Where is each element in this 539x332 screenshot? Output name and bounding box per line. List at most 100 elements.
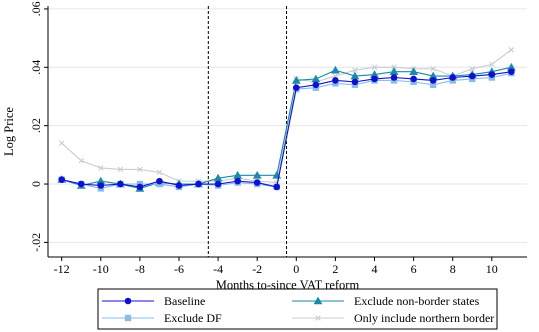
data-point	[136, 183, 144, 191]
x-tick-label: 2	[332, 262, 338, 276]
y-axis-label: Log Price	[2, 107, 16, 156]
data-point	[175, 182, 183, 189]
data-point	[156, 169, 163, 176]
data-point	[409, 67, 419, 75]
data-point	[350, 71, 360, 80]
series-line	[61, 49, 512, 184]
x-tick-label: -4	[213, 262, 223, 276]
data-point	[312, 81, 320, 89]
data-point	[213, 173, 223, 182]
data-point	[311, 74, 321, 83]
x-tick-label: 4	[372, 262, 378, 276]
data-point	[331, 65, 340, 74]
data-point	[468, 72, 476, 80]
data-point	[124, 314, 132, 322]
data-point	[508, 68, 515, 75]
legend: Baseline Exclude non-border states Exclude…	[97, 288, 498, 330]
data-point	[313, 296, 323, 305]
series-line	[61, 66, 512, 189]
data-point	[124, 297, 132, 305]
data-point	[371, 75, 378, 83]
data-point	[508, 46, 515, 53]
data-point-stroke	[430, 65, 436, 72]
data-point	[156, 177, 163, 185]
data-point-stroke	[58, 140, 65, 146]
data-point	[370, 70, 379, 78]
data-point	[390, 74, 398, 81]
data-point-stroke	[508, 46, 515, 53]
data-point	[253, 179, 261, 186]
data-point	[96, 176, 106, 185]
data-point	[449, 74, 457, 81]
x-tick-label: 6	[411, 262, 417, 276]
data-point	[117, 166, 124, 173]
x-tick-label: -6	[174, 262, 184, 276]
x-tick-label: 10	[486, 262, 498, 276]
data-point	[195, 180, 202, 188]
data-point	[429, 77, 437, 84]
legend-label: Exclude non-border states	[354, 294, 480, 308]
data-point	[97, 182, 105, 189]
legend-item: Only include northern border	[292, 311, 494, 325]
data-point	[332, 77, 339, 84]
x-tick-label: -12	[54, 262, 70, 276]
x-tick-label: -2	[252, 262, 262, 276]
data-point-stroke	[315, 315, 321, 321]
legend-label: Exclude DF	[164, 311, 222, 325]
axes: -.02 0 .02 .04 .06 -12 -10 -8 -6 -4 -2 0 2 4 6 8 10	[29, 1, 527, 276]
data-point	[117, 180, 124, 188]
data-point	[292, 84, 300, 92]
data-point-stroke	[97, 165, 104, 171]
data-point	[233, 170, 243, 179]
x-tick-label: -8	[135, 262, 145, 276]
data-point	[489, 61, 495, 68]
legend-item: Exclude DF	[102, 311, 222, 325]
data-point-stroke	[489, 61, 495, 68]
data-point	[506, 62, 516, 71]
x-tick-label: 8	[450, 262, 456, 276]
data-point-stroke	[469, 65, 476, 72]
reference-lines	[207, 6, 288, 257]
data-point	[428, 71, 438, 80]
y-tick-label: -.02	[29, 233, 43, 252]
y-tick-label: .02	[29, 118, 43, 133]
data-point	[410, 75, 417, 83]
data-point	[137, 166, 143, 173]
data-point-stroke	[371, 64, 378, 71]
data-point	[77, 180, 85, 188]
series-group	[57, 46, 516, 192]
data-point	[389, 67, 399, 75]
data-point	[488, 71, 496, 78]
data-point	[371, 64, 378, 71]
series-baseline	[58, 68, 515, 191]
data-point	[352, 67, 358, 73]
data-point-stroke	[78, 157, 85, 164]
data-point	[78, 157, 85, 164]
data-point	[315, 315, 321, 321]
legend-label: Only include northern border	[354, 311, 494, 325]
legend-box	[97, 288, 498, 330]
data-point	[97, 165, 104, 171]
x-tick-label: -10	[93, 262, 109, 276]
data-point-stroke	[352, 67, 358, 73]
data-point	[469, 65, 476, 72]
data-point	[273, 183, 281, 191]
y-tick-label: .04	[29, 60, 43, 75]
legend-item: Baseline	[102, 294, 205, 308]
legend-label: Baseline	[164, 294, 205, 308]
data-point	[429, 81, 437, 89]
legend-item: Exclude non-border states	[292, 294, 480, 308]
data-point-stroke	[117, 166, 124, 173]
data-point	[430, 65, 436, 72]
y-tick-label: 0	[29, 181, 43, 187]
data-point	[58, 176, 65, 183]
data-point-stroke	[137, 166, 143, 173]
x-tick-label: 0	[293, 262, 299, 276]
data-point	[214, 180, 222, 188]
data-point	[252, 170, 262, 179]
y-tick-label: .06	[29, 1, 43, 16]
data-point	[351, 78, 359, 86]
data-point	[58, 140, 65, 146]
